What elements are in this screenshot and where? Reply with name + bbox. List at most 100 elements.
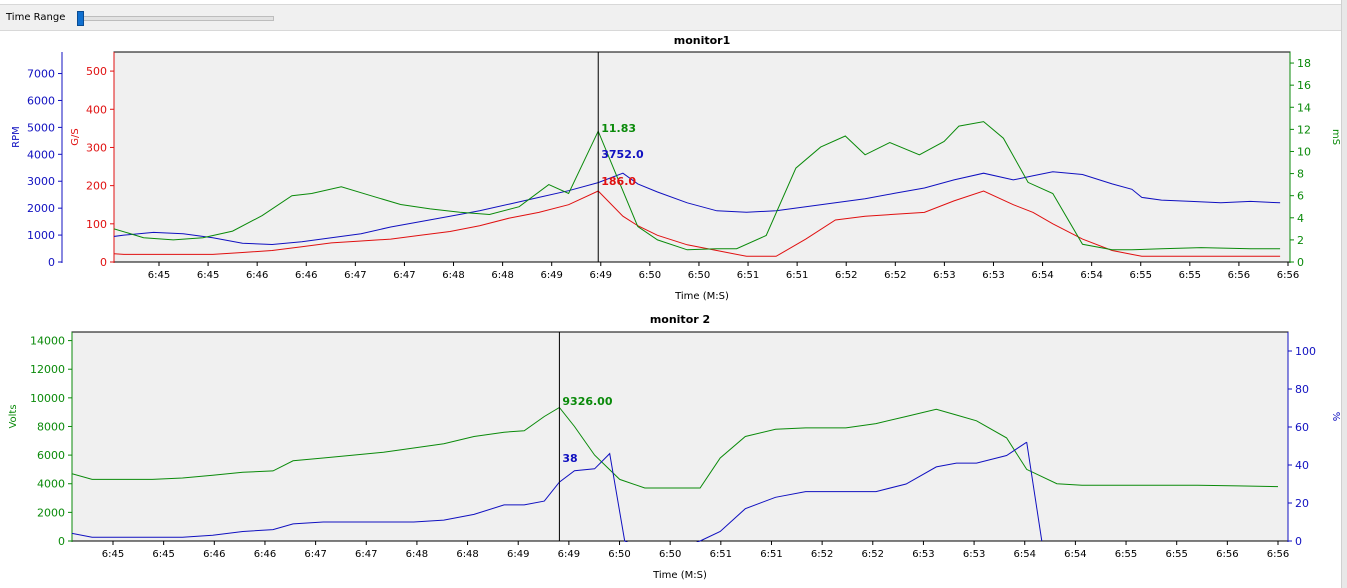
x-tick-label: 6:49 [507, 549, 529, 560]
x-tick-label: 6:45 [152, 549, 174, 560]
ms-tick-label: 2 [1297, 234, 1304, 247]
time-range-slider-thumb[interactable] [77, 11, 84, 26]
ms-tick-label: 0 [1297, 256, 1304, 269]
x-tick-label: 6:51 [760, 549, 782, 560]
gs-tick-label: 100 [86, 218, 107, 231]
cursor-value-label: 38 [562, 452, 577, 465]
ms-tick-label: 14 [1297, 101, 1311, 114]
x-tick-label: 6:55 [1179, 270, 1201, 281]
rpm-tick-label: 4000 [27, 148, 55, 161]
x-tick-label: 6:50 [659, 549, 681, 560]
ms-tick-label: 4 [1297, 212, 1304, 225]
x-tick-label: 6:53 [963, 549, 985, 560]
ms-tick-label: 16 [1297, 79, 1311, 92]
ms-tick-label: 10 [1297, 145, 1311, 158]
x-tick-label: 6:54 [1080, 270, 1102, 281]
ms-tick-label: 8 [1297, 168, 1304, 181]
gs-tick-label: 400 [86, 103, 107, 116]
rpm-axis-title: RPM [11, 126, 22, 148]
time-range-slider-track[interactable] [78, 16, 274, 21]
pct-tick-label: 100 [1295, 345, 1316, 358]
cursor-value-label: 3752.0 [601, 148, 644, 161]
x-tick-label: 6:47 [393, 270, 415, 281]
gs-tick-label: 0 [100, 256, 107, 269]
volts-tick-label: 2000 [37, 506, 65, 519]
volts-tick-label: 10000 [30, 392, 65, 405]
x-tick-label: 6:46 [246, 270, 268, 281]
x-tick-label: 6:54 [1014, 549, 1036, 560]
ms-tick-label: 12 [1297, 123, 1311, 136]
plot-area [113, 51, 1291, 263]
chart-title: monitor 2 [650, 313, 710, 326]
x-tick-label: 6:52 [862, 549, 884, 560]
volts-tick-label: 0 [58, 535, 65, 548]
x-tick-label: 6:55 [1130, 270, 1152, 281]
pct-series-line [72, 441, 1027, 542]
chart-title: monitor1 [674, 34, 731, 47]
x-tick-label: 6:47 [304, 549, 326, 560]
rpm-tick-label: 1000 [27, 229, 55, 242]
x-tick-label: 6:56 [1216, 549, 1238, 560]
x-tick-label: 6:55 [1115, 549, 1137, 560]
volts-axis-title: Volts [8, 404, 19, 428]
ms-tick-label: 6 [1297, 190, 1304, 203]
pct-tick-label: 60 [1295, 421, 1309, 434]
cursor-value-label: 11.83 [601, 122, 636, 135]
x-tick-label: 6:46 [203, 549, 225, 560]
x-tick-label: 6:56 [1267, 549, 1289, 560]
rpm-tick-label: 3000 [27, 175, 55, 188]
plot-area [71, 331, 1289, 542]
pct-tick-label: 40 [1295, 459, 1309, 472]
monitor1-chart: monitor1 6:45 6:45 6:46 6:46 6:47 6:47 6:48 6:48… [11, 34, 1341, 302]
monitor2-chart: monitor 2 6:45 6:45 6:46 6:46 6:47 6:47 6:48 6:4… [8, 313, 1341, 581]
x-tick-label: 6:49 [590, 270, 612, 281]
gs-tick-label: 300 [86, 141, 107, 154]
x-tick-label: 6:52 [811, 549, 833, 560]
x-tick-label: 6:53 [933, 270, 955, 281]
pct-axis-title: % [1330, 412, 1341, 422]
volts-tick-label: 14000 [30, 335, 65, 348]
x-tick-label: 6:45 [197, 270, 219, 281]
window-edge [1341, 0, 1347, 588]
time-range-label: Time Range [6, 12, 66, 23]
x-tick-label: 6:46 [254, 549, 276, 560]
x-tick-label: 6:47 [344, 270, 366, 281]
rpm-tick-label: 6000 [27, 94, 55, 107]
pct-series-line-tail [1026, 442, 1043, 542]
x-axis-label: Time (M:S) [674, 291, 729, 302]
volts-tick-label: 12000 [30, 363, 65, 376]
x-tick-label: 6:55 [1165, 549, 1187, 560]
x-tick-label: 6:48 [442, 270, 464, 281]
gs-tick-label: 200 [86, 180, 107, 193]
gs-tick-label: 500 [86, 65, 107, 78]
rpm-series-line [114, 171, 1281, 246]
volts-tick-label: 6000 [37, 449, 65, 462]
volts-tick-label: 8000 [37, 420, 65, 433]
x-tick-label: 6:50 [688, 270, 710, 281]
x-tick-label: 6:45 [102, 549, 124, 560]
x-tick-label: 6:50 [639, 270, 661, 281]
ms-axis-title: mS [1330, 129, 1341, 145]
x-tick-label: 6:52 [884, 270, 906, 281]
x-tick-label: 6:52 [835, 270, 857, 281]
ms-tick-label: 18 [1297, 57, 1311, 70]
x-tick-label: 6:51 [737, 270, 759, 281]
x-tick-label: 6:54 [1031, 270, 1053, 281]
x-tick-label: 6:45 [148, 270, 170, 281]
x-tick-label: 6:48 [406, 549, 428, 560]
cursor-value-label: 9326.00 [562, 395, 612, 408]
x-tick-label: 6:53 [982, 270, 1004, 281]
x-tick-label: 6:49 [558, 549, 580, 560]
x-tick-label: 6:47 [355, 549, 377, 560]
x-tick-label: 6:53 [912, 549, 934, 560]
x-tick-label: 6:48 [491, 270, 513, 281]
x-tick-label: 6:48 [456, 549, 478, 560]
x-axis-label: Time (M:S) [652, 570, 707, 581]
rpm-tick-label: 2000 [27, 202, 55, 215]
x-tick-label: 6:50 [608, 549, 630, 560]
rpm-tick-label: 5000 [27, 121, 55, 134]
pct-tick-label: 20 [1295, 497, 1309, 510]
x-tick-label: 6:51 [786, 270, 808, 281]
x-tick-label: 6:49 [540, 270, 562, 281]
gs-axis-title: G/S [70, 128, 81, 145]
